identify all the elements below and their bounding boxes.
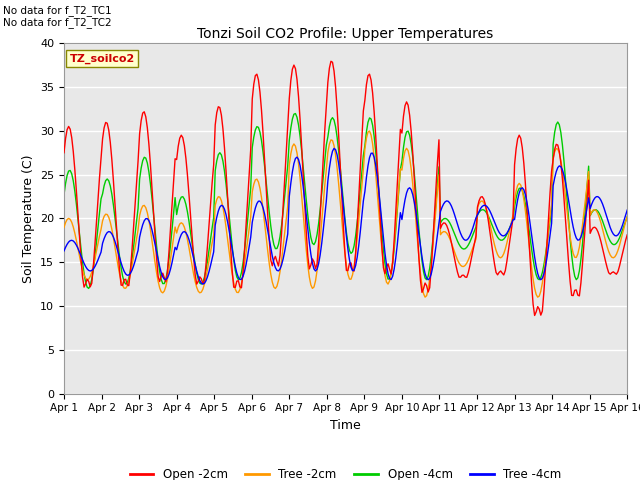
- Legend: Open -2cm, Tree -2cm, Open -4cm, Tree -4cm: Open -2cm, Tree -2cm, Open -4cm, Tree -4…: [125, 463, 566, 480]
- Text: TZ_soilco2: TZ_soilco2: [70, 54, 135, 64]
- Y-axis label: Soil Temperature (C): Soil Temperature (C): [22, 154, 35, 283]
- Title: Tonzi Soil CO2 Profile: Upper Temperatures: Tonzi Soil CO2 Profile: Upper Temperatur…: [198, 27, 493, 41]
- Text: No data for f_T2_TC1
No data for f_T2_TC2: No data for f_T2_TC1 No data for f_T2_TC…: [3, 5, 112, 28]
- X-axis label: Time: Time: [330, 419, 361, 432]
